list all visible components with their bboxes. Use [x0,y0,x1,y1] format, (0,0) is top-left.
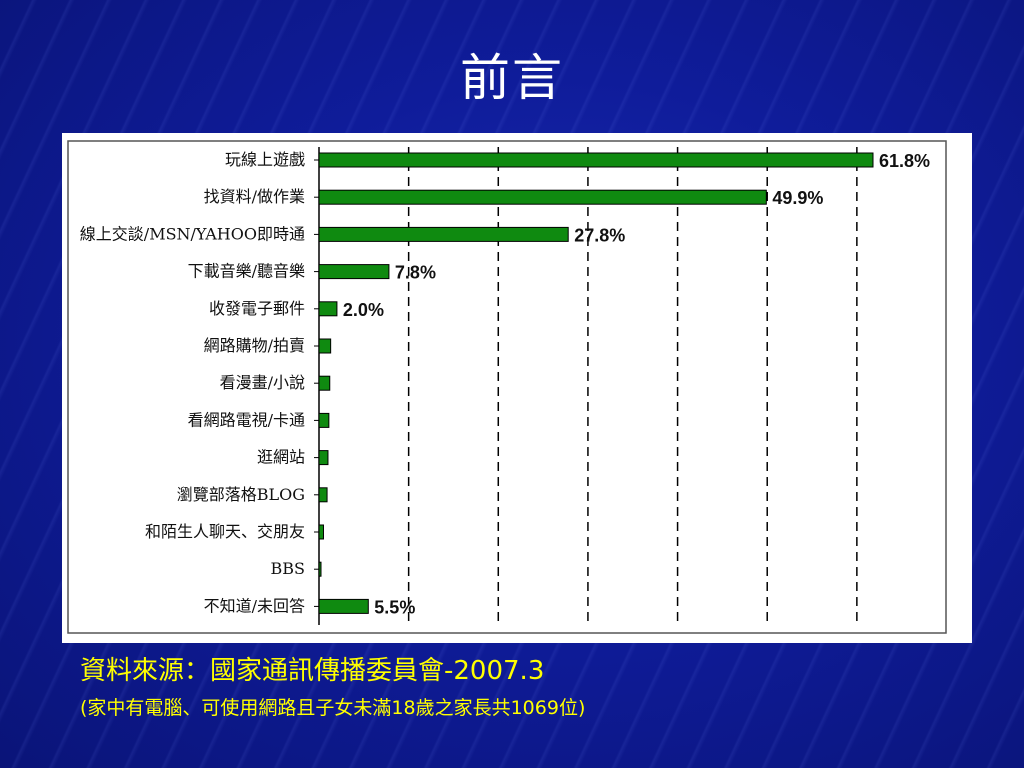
bar [318,412,330,428]
plot-frame [67,140,947,634]
bar [318,375,331,391]
bar [318,189,767,205]
bar [318,226,569,242]
data-label: 2.0% [343,300,384,320]
bar-chart: 玩線上遊戲 61.8% 找資料/做作業 49.9% 線上交談/MSN/YAHOO即時通 2… [67,140,947,634]
bar [318,264,390,280]
bar [318,152,874,168]
bar [318,524,324,540]
category-label: BBS [271,559,305,578]
category-label: 玩線上遊戲 [225,150,305,169]
category-label: 看網路電視/卡通 [188,410,305,429]
data-label: 5.5% [374,597,415,617]
data-label: 49.9% [772,188,823,208]
bar [318,598,369,614]
sample-note: (家中有電腦、可使用網路且子女未滿18歲之家長共1069位) [80,697,586,719]
category-label: 收發電子郵件 [209,299,305,318]
category-label: 下載音樂/聽音樂 [188,262,305,281]
category-label: 逛網站 [257,448,305,467]
bar [318,487,328,503]
category-label: 找資料/做作業 [204,187,305,206]
category-label: 不知道/未回答 [204,596,305,615]
bar-layer: 玩線上遊戲 61.8% 找資料/做作業 49.9% 線上交談/MSN/YAHOO即時通 2… [80,150,930,617]
slide-title: 前言 [460,49,564,107]
category-label: 和陌生人聊天、交朋友 [145,522,305,541]
source-citation: 資料來源：國家通訊傳播委員會-2007.3 [80,656,545,686]
grid-layer [407,147,858,625]
bar [318,561,322,577]
chart-panel: 玩線上遊戲 61.8% 找資料/做作業 49.9% 線上交談/MSN/YAHOO即時通 2… [62,133,972,643]
data-label: 27.8% [574,225,625,245]
bar [318,338,332,354]
data-label: 61.8% [879,151,930,171]
category-label: 網路購物/拍賣 [204,336,305,355]
category-label: 看漫畫/小說 [220,373,305,392]
bar [318,450,329,466]
category-label: 瀏覽部落格BLOG [177,485,305,504]
bar [318,301,338,317]
category-label: 線上交談/MSN/YAHOO即時通 [80,224,305,243]
data-label: 7.8% [395,263,436,283]
